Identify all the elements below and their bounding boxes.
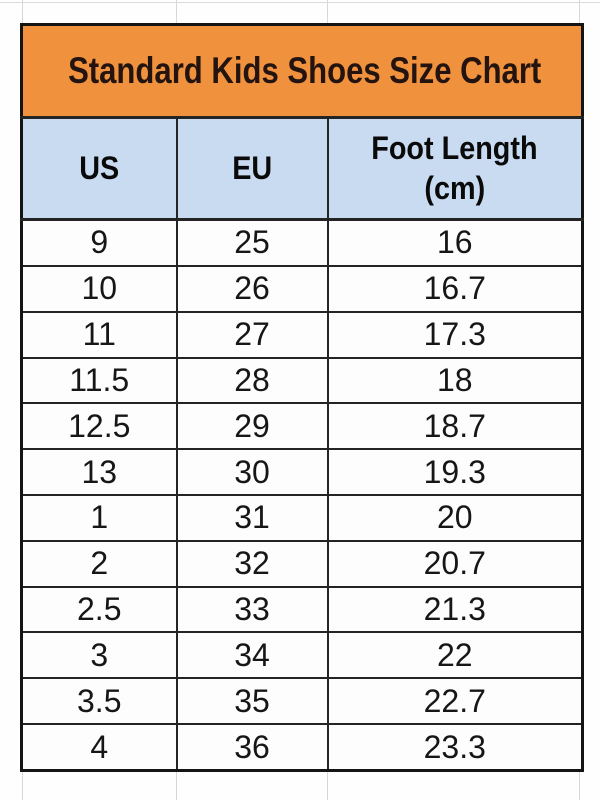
cell-eu: 26 bbox=[175, 264, 329, 313]
cell-us: 3.5 bbox=[20, 677, 178, 726]
cell-eu: 34 bbox=[175, 631, 329, 680]
table-row: 13 30 19.3 bbox=[20, 448, 584, 496]
table-row: 10 26 16.7 bbox=[20, 264, 584, 313]
table-row: 1 31 20 bbox=[20, 493, 584, 542]
cell-us: 1 bbox=[20, 493, 178, 542]
cell-eu: 32 bbox=[175, 539, 329, 588]
cell-foot-length: 18 bbox=[326, 356, 584, 405]
cell-us: 4 bbox=[20, 723, 178, 772]
column-header-row: US EU Foot Length (cm) bbox=[20, 116, 584, 221]
table-row: 2.5 33 21.3 bbox=[20, 585, 584, 634]
cell-eu: 27 bbox=[175, 310, 329, 359]
cell-eu: 31 bbox=[175, 493, 329, 542]
cell-us: 11.5 bbox=[20, 356, 178, 405]
table-row: 4 36 23.3 bbox=[20, 723, 584, 772]
table-row: 11 27 17.3 bbox=[20, 310, 584, 359]
cell-eu: 33 bbox=[175, 585, 329, 634]
table-row: 3 34 22 bbox=[20, 631, 584, 680]
table-row: 2 32 20.7 bbox=[20, 539, 584, 588]
cell-us: 10 bbox=[20, 264, 178, 313]
cell-foot-length: 20 bbox=[326, 493, 584, 542]
column-header-foot-length: Foot Length (cm) bbox=[326, 116, 584, 221]
cell-us: 9 bbox=[20, 218, 178, 267]
cell-foot-length: 19.3 bbox=[326, 448, 584, 496]
table-title-cell: Standard Kids Shoes Size Chart bbox=[20, 23, 584, 119]
cell-foot-length: 17.3 bbox=[326, 310, 584, 359]
size-chart-table: Standard Kids Shoes Size Chart US EU Foo… bbox=[20, 23, 585, 772]
cell-us: 3 bbox=[20, 631, 178, 680]
cell-eu: 30 bbox=[175, 448, 329, 496]
table-row: 3.5 35 22.7 bbox=[20, 677, 584, 726]
cell-eu: 29 bbox=[175, 402, 329, 451]
title-row: Standard Kids Shoes Size Chart bbox=[20, 23, 584, 119]
cell-foot-length: 21.3 bbox=[326, 585, 584, 634]
cell-eu: 28 bbox=[175, 356, 329, 405]
cell-us: 13 bbox=[20, 448, 178, 496]
cell-foot-length: 18.7 bbox=[326, 402, 584, 451]
cell-eu: 36 bbox=[175, 723, 329, 772]
table-row: 9 25 16 bbox=[20, 218, 584, 267]
cell-foot-length: 22.7 bbox=[326, 677, 584, 726]
table-title: Standard Kids Shoes Size Chart bbox=[68, 50, 542, 91]
cell-foot-length: 16 bbox=[326, 218, 584, 267]
cell-foot-length: 20.7 bbox=[326, 539, 584, 588]
cell-eu: 25 bbox=[175, 218, 329, 267]
cell-eu: 35 bbox=[175, 677, 329, 726]
cell-us: 11 bbox=[20, 310, 178, 359]
background-gridline-horizontal bbox=[0, 2, 600, 3]
cell-us: 12.5 bbox=[20, 402, 178, 451]
cell-us: 2 bbox=[20, 539, 178, 588]
table-row: 12.5 29 18.7 bbox=[20, 402, 584, 451]
cell-foot-length: 16.7 bbox=[326, 264, 584, 313]
table-row: 11.5 28 18 bbox=[20, 356, 584, 405]
cell-foot-length: 22 bbox=[326, 631, 584, 680]
column-header-us: US bbox=[20, 116, 178, 221]
column-header-eu: EU bbox=[175, 116, 329, 221]
cell-us: 2.5 bbox=[20, 585, 178, 634]
cell-foot-length: 23.3 bbox=[326, 723, 584, 772]
